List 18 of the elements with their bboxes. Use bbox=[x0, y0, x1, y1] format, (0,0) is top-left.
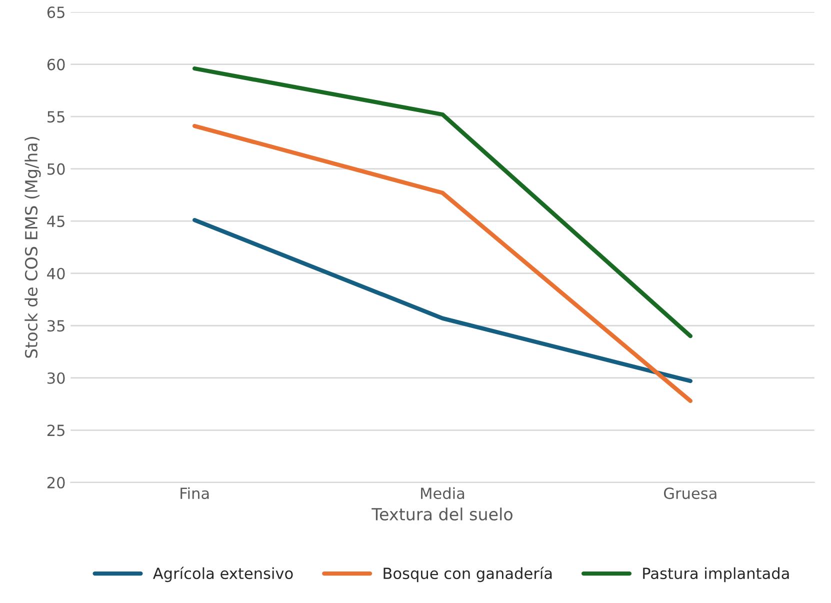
y-tick-label: 20 bbox=[47, 476, 65, 488]
y-tick-label: 55 bbox=[48, 111, 64, 123]
y-tick-label: 60 bbox=[47, 58, 65, 70]
legend-label: Bosque con ganadería bbox=[384, 566, 552, 582]
y-tick-label: 25 bbox=[47, 424, 64, 436]
y-tick-label: 40 bbox=[47, 268, 65, 280]
y-tick-label: 35 bbox=[48, 320, 64, 332]
x-tick-label: Media bbox=[421, 487, 464, 500]
legend-label: Agrícola extensivo bbox=[153, 566, 293, 582]
y-tick-label: 45 bbox=[47, 216, 64, 228]
x-axis-title: Textura del suelo bbox=[372, 508, 512, 521]
y-tick-label: 65 bbox=[47, 6, 64, 18]
legend-label: Pastura implantada bbox=[643, 567, 789, 582]
y-axis-title: Stock de COS EMS (Mg/ha) bbox=[24, 137, 41, 358]
x-tick-label: Gruesa bbox=[664, 488, 716, 500]
y-tick-label: 50 bbox=[48, 163, 65, 175]
x-tick-label: Fina bbox=[180, 487, 209, 500]
y-tick-label: 30 bbox=[48, 372, 65, 384]
